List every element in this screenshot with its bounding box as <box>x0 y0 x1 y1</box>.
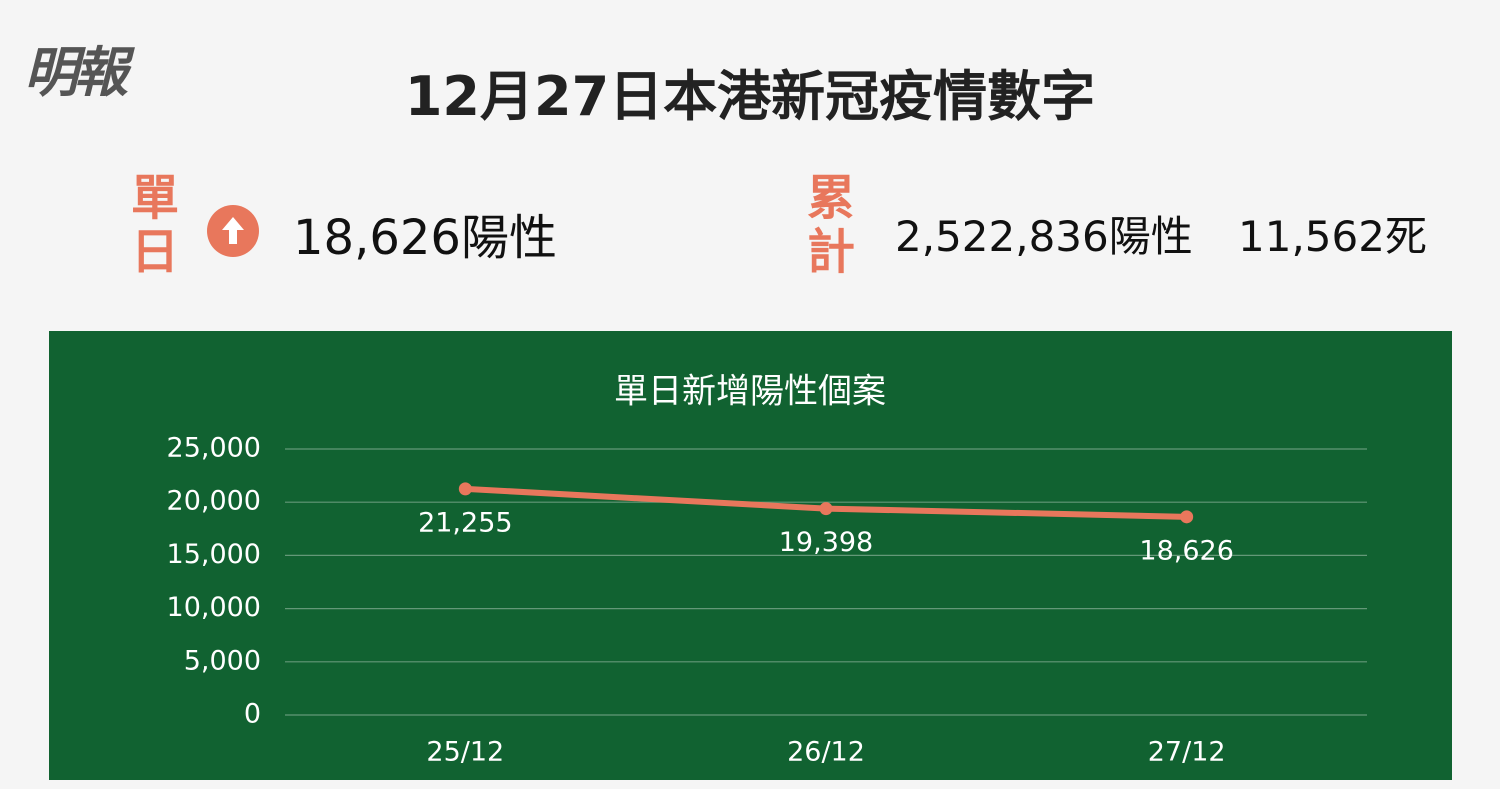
x-tick-label: 25/12 <box>426 737 504 768</box>
value-label: 18,626 <box>1139 535 1233 566</box>
chart-title: 單日新增陽性個案 <box>614 372 886 412</box>
daily-label: 單日 <box>122 172 178 280</box>
cumulative-positive: 2,522,836陽性 <box>895 212 1193 261</box>
value-label: 19,398 <box>779 527 873 558</box>
up-icon <box>207 205 259 257</box>
y-tick-label: 5,000 <box>184 645 261 676</box>
x-tick-label: 27/12 <box>1148 737 1226 768</box>
cumulative-deaths: 11,562死 <box>1238 212 1427 261</box>
y-tick-label: 0 <box>244 699 261 730</box>
logo: 明報 <box>24 40 128 104</box>
page-title: 12月27日本港新冠疫情數字 <box>404 65 1096 128</box>
chart: 單日新增陽性個案 0 5,000 10,000 15,000 20,000 25,000 2… <box>49 331 1452 780</box>
point <box>819 502 833 516</box>
point <box>458 482 472 496</box>
y-tick-label: 15,000 <box>167 539 261 570</box>
point <box>1180 510 1194 524</box>
chart-background <box>49 331 1452 780</box>
y-tick-label: 20,000 <box>167 486 261 517</box>
x-tick-label: 26/12 <box>787 737 865 768</box>
cumulative-label: 累計 <box>798 172 854 280</box>
value-label: 21,255 <box>418 507 512 538</box>
daily-positive: 18,626陽性 <box>293 210 557 266</box>
y-tick-label: 25,000 <box>167 433 261 464</box>
y-tick-label: 10,000 <box>167 592 261 623</box>
